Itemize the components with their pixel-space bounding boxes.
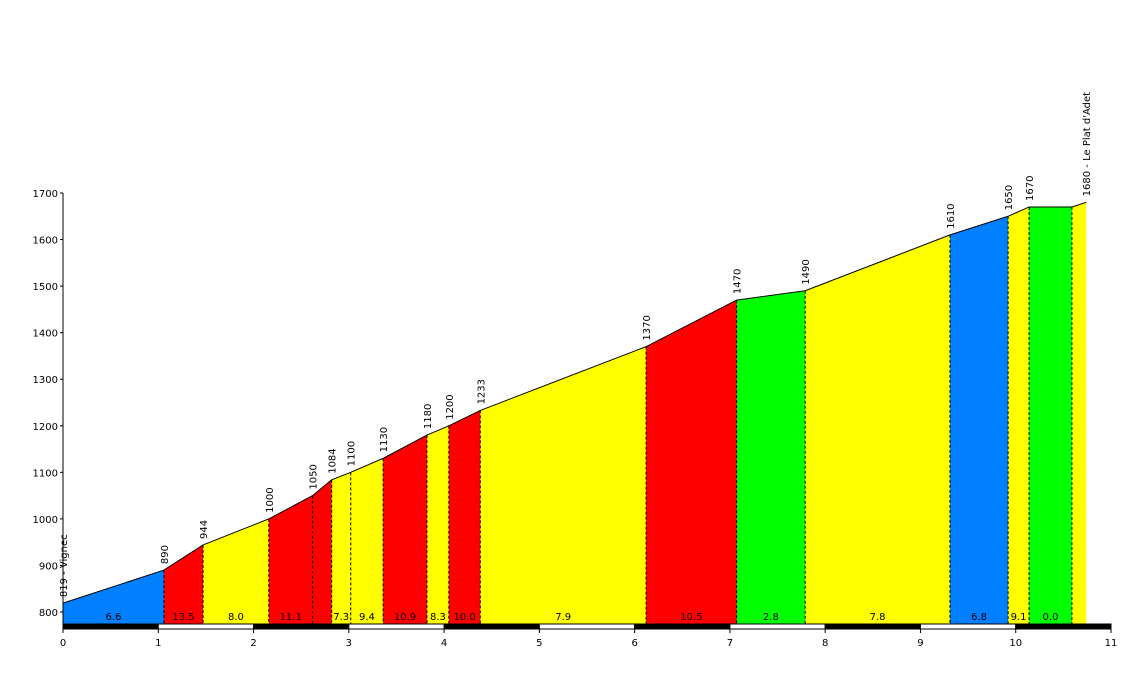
elevation-point-label: 1050 — [309, 464, 320, 489]
y-tick-label: 1500 — [33, 282, 58, 293]
elevation-point-label: 1233 — [476, 379, 487, 404]
profile-segment — [805, 234, 950, 624]
y-tick-label: 800 — [39, 608, 58, 619]
elevation-point-label: 1200 — [445, 394, 456, 419]
segment-gradient-label: 7.3 — [333, 612, 349, 623]
y-tick-label: 1400 — [33, 329, 58, 340]
profile-segment — [163, 544, 204, 624]
profile-segment — [268, 495, 313, 624]
profile-segment — [448, 410, 481, 624]
x-tick-label: 1 — [155, 638, 161, 649]
profile-segment — [480, 346, 647, 624]
segment-gradient-label: 6.8 — [971, 612, 987, 623]
segment-gradient-label: 9.1 — [1011, 612, 1027, 623]
elevation-point-label: 890 — [160, 545, 171, 564]
x-tick-label: 10 — [1009, 638, 1022, 649]
segment-gradient-label: 8.3 — [430, 612, 446, 623]
distance-bar-segment — [1015, 623, 1112, 630]
x-tick-label: 7 — [727, 638, 733, 649]
x-tick-label: 2 — [250, 638, 256, 649]
profile-segment — [350, 458, 384, 624]
x-tick-label: 4 — [441, 638, 447, 649]
segment-gradient-label: 13.5 — [172, 612, 194, 623]
distance-bar-segment — [253, 623, 350, 630]
elevation-point-label: 1000 — [265, 487, 276, 512]
y-tick-label: 1700 — [33, 189, 58, 200]
distance-bar-segment — [538, 623, 636, 630]
y-tick-label: 1100 — [33, 468, 58, 479]
elevation-point-label: 1470 — [733, 269, 744, 294]
distance-bar-segment — [62, 623, 159, 630]
segment-gradient-label: 7.8 — [870, 612, 886, 623]
x-tick-label: 8 — [822, 638, 828, 649]
segment-gradient-label: 10.5 — [680, 612, 702, 623]
elevation-point-label: 944 — [199, 520, 210, 539]
elevation-point-label: 1100 — [347, 441, 358, 466]
distance-bar-segment — [634, 623, 731, 630]
x-tick-label: 3 — [346, 638, 352, 649]
y-tick-label: 1000 — [33, 515, 58, 526]
elevation-point-label: 1180 — [423, 404, 434, 429]
segment-gradient-label: 9.4 — [359, 612, 375, 623]
profile-segment — [1008, 206, 1030, 624]
segment-gradient-label: 2.8 — [763, 612, 779, 623]
distance-bar-segment — [348, 623, 445, 630]
segment-gradient-label: 0.0 — [1043, 612, 1059, 623]
distance-bar-segment — [443, 623, 540, 630]
x-tick-label: 9 — [917, 638, 923, 649]
profile-segment — [1029, 206, 1072, 624]
distance-bar-segment — [729, 623, 826, 630]
segment-gradient-label: 10.0 — [453, 612, 475, 623]
x-tick-label: 0 — [60, 638, 66, 649]
x-tick-label: 6 — [631, 638, 637, 649]
elevation-point-label: 1370 — [642, 315, 653, 340]
profile-segment — [63, 570, 164, 624]
y-tick-label: 900 — [39, 561, 58, 572]
profile-segment — [1071, 202, 1087, 625]
elevation-point-label: 1650 — [1004, 185, 1015, 210]
elevation-point-label: 1130 — [379, 427, 390, 452]
segment-gradient-label: 7.9 — [555, 612, 571, 623]
y-tick-label: 1300 — [33, 375, 58, 386]
distance-bar-segment — [157, 623, 255, 630]
distance-bar-segment — [824, 623, 921, 630]
profile-segment — [646, 300, 737, 624]
profile-segment — [949, 216, 1009, 624]
elevation-point-label: 1670 — [1025, 176, 1036, 201]
profile-outline — [62, 201, 1087, 604]
x-tick-label: 11 — [1105, 638, 1118, 649]
elevation-point-label: 819 - Vignec — [59, 534, 70, 597]
elevation-point-label: 1610 — [946, 203, 957, 228]
y-tick-label: 1600 — [33, 236, 58, 247]
segment-gradient-label: 11.1 — [280, 612, 302, 623]
profile-segment — [383, 435, 427, 624]
elevation-point-label: 1490 — [801, 259, 812, 284]
profile-segment — [203, 518, 269, 624]
profile-segment — [736, 290, 806, 624]
elevation-point-label: 1680 - Le Plat d'Adet — [1082, 92, 1093, 196]
profile-segment — [331, 472, 351, 624]
x-tick-label: 5 — [536, 638, 542, 649]
distance-bar-segment — [919, 623, 1017, 630]
segment-gradient-label: 8.0 — [228, 612, 244, 623]
segment-gradient-label: 6.6 — [106, 612, 122, 623]
y-tick-label: 1200 — [33, 422, 58, 433]
profile-segment — [312, 479, 332, 624]
segment-gradient-label: 10.9 — [394, 612, 416, 623]
elevation-point-label: 1084 — [328, 448, 339, 473]
profile-segment — [426, 425, 449, 624]
